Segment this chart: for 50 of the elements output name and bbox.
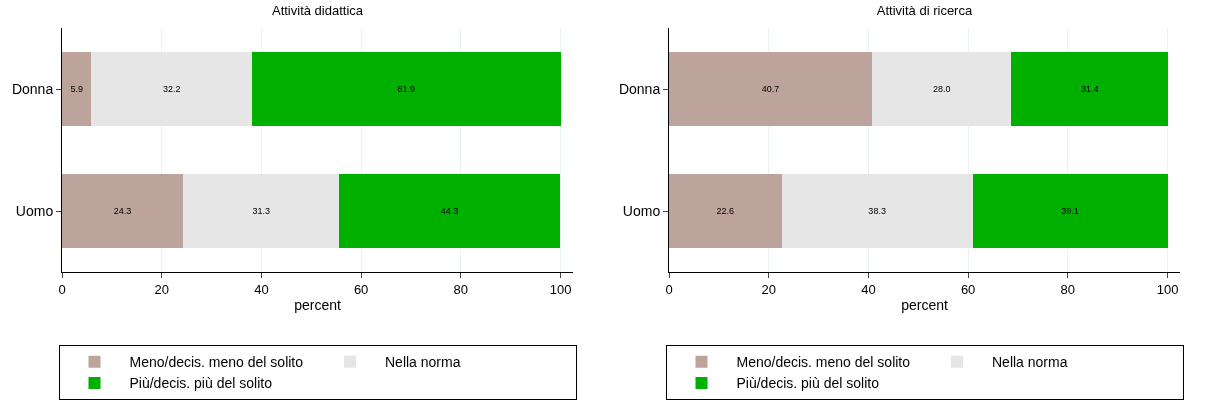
data-label: 31.4 [1081, 84, 1099, 94]
y-tick-label: Donna [11, 80, 54, 97]
legend-label: Meno/decis. meno del solito [736, 354, 911, 371]
x-tick-label: 0 [58, 281, 66, 297]
data-label: 40.7 [761, 84, 780, 94]
data-label: 24.3 [113, 206, 132, 216]
y-tick-label: Donna [618, 80, 661, 97]
bar [62, 52, 92, 126]
data-label: 38.3 [868, 206, 886, 216]
y-tick-label: Uomo [15, 202, 54, 219]
data-label: 32.2 [162, 84, 181, 94]
bar [339, 174, 561, 248]
x-tick-label: 60 [353, 281, 369, 297]
chart-title: Attività di ricerca [876, 3, 973, 19]
data-label: 44.3 [440, 206, 459, 216]
x-axis-title: percent [294, 296, 341, 313]
bar [972, 174, 1168, 248]
x-tick-label: 0 [665, 281, 673, 297]
x-tick-label: 80 [1060, 281, 1076, 297]
bar [1011, 52, 1169, 126]
bar [871, 52, 1012, 126]
data-label: 22.6 [716, 206, 735, 216]
bar [781, 174, 973, 248]
data-label: 39.1 [1061, 206, 1079, 216]
bar [251, 52, 561, 126]
bar [91, 52, 252, 126]
x-tick-label: 20 [154, 281, 169, 297]
x-tick-label: 80 [453, 281, 469, 297]
x-tick-label: 20 [761, 281, 776, 297]
y-tick-label: Uomo [622, 202, 661, 219]
bar [669, 52, 872, 126]
bar [183, 174, 340, 248]
x-tick-label: 40 [861, 281, 876, 297]
data-label: 31.3 [252, 206, 270, 216]
bar [62, 174, 184, 248]
x-tick-label: 60 [960, 281, 976, 297]
legend-label: Nella norma [385, 354, 461, 371]
legend-label: Più/decis. più del solito [129, 375, 273, 392]
bar [669, 174, 782, 248]
data-label: 61.9 [397, 84, 416, 94]
x-tick-label: 100 [1156, 281, 1179, 297]
chart-title: Attività didattica [271, 3, 364, 19]
data-label: 28.0 [932, 84, 951, 94]
x-axis-title: percent [901, 296, 948, 313]
legend-label: Più/decis. più del solito [736, 375, 880, 392]
legend-label: Meno/decis. meno del solito [129, 354, 304, 371]
x-tick-label: 100 [549, 281, 572, 297]
x-tick-label: 40 [254, 281, 269, 297]
data-label: 5.9 [70, 84, 83, 94]
legend-label: Nella norma [992, 354, 1068, 371]
